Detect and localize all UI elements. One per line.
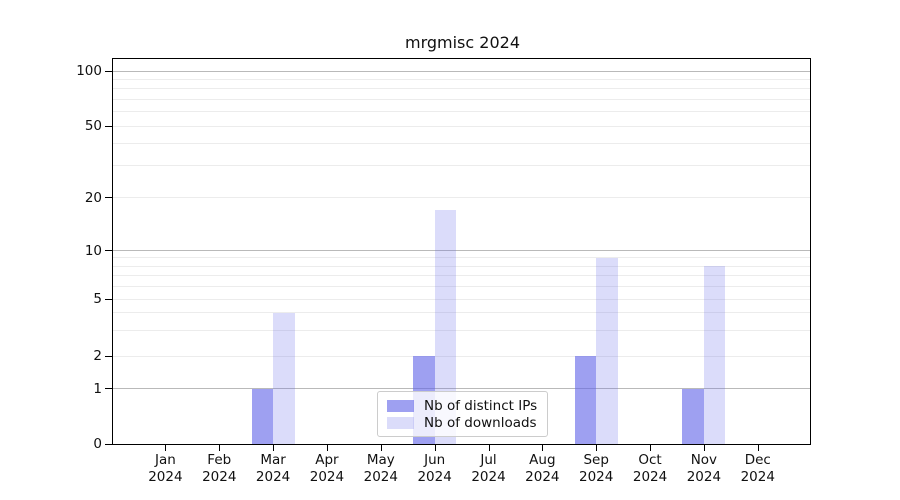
gridline-90 xyxy=(113,78,810,80)
x-tick-label-sep: Sep 2024 xyxy=(579,452,614,485)
gridline-70 xyxy=(113,98,810,100)
x-tick-label-aug: Aug 2024 xyxy=(525,452,560,485)
x-tick-mark-mar xyxy=(273,445,275,451)
legend: Nb of distinct IPs Nb of downloads xyxy=(377,391,548,437)
x-tick-mark-jan xyxy=(165,445,167,451)
y-tick-label-5: 5 xyxy=(93,291,102,307)
chart-title: mrgmisc 2024 xyxy=(404,33,520,52)
bar-nb-of-distinct-ips-mar xyxy=(251,388,274,444)
y-tick-mark-50 xyxy=(105,125,112,127)
bar-nb-of-downloads-jun xyxy=(434,209,457,444)
gridline-7 xyxy=(113,274,810,276)
bar-nb-of-downloads-mar xyxy=(273,312,295,444)
gridline-100 xyxy=(113,70,810,72)
legend-label-nb-of-distinct-ips: Nb of distinct IPs xyxy=(424,398,538,414)
gridline-2 xyxy=(113,355,810,357)
x-tick-mark-aug xyxy=(542,445,544,451)
x-tick-label-oct: Oct 2024 xyxy=(632,452,668,485)
legend-row-nb-of-distinct-ips: Nb of distinct IPs xyxy=(387,398,538,414)
gridline-20 xyxy=(113,197,810,198)
bar-nb-of-downloads-sep xyxy=(596,257,618,444)
y-tick-label-2: 2 xyxy=(93,348,102,364)
y-tick-mark-2 xyxy=(105,355,112,357)
gridline-1 xyxy=(113,388,810,389)
x-tick-mark-jun xyxy=(434,445,436,451)
x-tick-mark-apr xyxy=(326,445,328,451)
x-tick-mark-feb xyxy=(219,445,221,451)
y-tick-label-1: 1 xyxy=(93,380,102,397)
bar-nb-of-downloads-nov xyxy=(703,266,726,444)
gridline-9 xyxy=(113,257,810,259)
x-tick-label-dec: Dec 2024 xyxy=(740,452,775,485)
bar-nb-of-distinct-ips-sep xyxy=(574,356,597,444)
y-tick-label-100: 100 xyxy=(76,63,102,79)
legend-label-nb-of-downloads: Nb of downloads xyxy=(424,415,537,431)
x-tick-label-feb: Feb 2024 xyxy=(202,452,237,485)
y-tick-mark-1 xyxy=(105,388,112,389)
plot-area xyxy=(112,58,811,445)
x-tick-label-jan: Jan 2024 xyxy=(148,452,183,485)
gridline-50 xyxy=(113,125,810,127)
x-tick-label-jul: Jul 2024 xyxy=(471,452,506,485)
y-tick-mark-0 xyxy=(105,443,112,445)
x-tick-label-jun: Jun 2024 xyxy=(417,452,452,485)
y-tick-label-50: 50 xyxy=(84,118,102,134)
gridline-6 xyxy=(113,285,810,287)
gridline-8 xyxy=(113,265,810,267)
x-tick-mark-oct xyxy=(650,445,652,451)
x-tick-mark-may xyxy=(380,445,382,451)
legend-swatch-nb-of-distinct-ips xyxy=(387,400,414,412)
x-tick-label-nov: Nov 2024 xyxy=(686,452,722,485)
gridline-60 xyxy=(113,111,810,113)
gridline-3 xyxy=(113,330,810,332)
x-tick-label-mar: Mar 2024 xyxy=(255,452,291,485)
x-tick-mark-nov xyxy=(703,445,705,451)
y-tick-mark-20 xyxy=(105,197,112,198)
y-tick-label-20: 20 xyxy=(84,189,102,206)
x-tick-label-apr: Apr 2024 xyxy=(309,452,345,485)
y-tick-label-10: 10 xyxy=(84,242,102,259)
legend-swatch-nb-of-downloads xyxy=(387,417,414,429)
x-tick-label-may: May 2024 xyxy=(363,452,398,485)
legend-row-nb-of-downloads: Nb of downloads xyxy=(387,415,538,431)
gridline-10 xyxy=(113,250,810,251)
gridline-80 xyxy=(113,88,810,90)
x-tick-mark-jul xyxy=(488,445,490,451)
gridline-40 xyxy=(113,142,810,144)
y-tick-mark-10 xyxy=(105,250,112,251)
gridline-4 xyxy=(113,312,810,314)
gridline-5 xyxy=(113,298,810,300)
x-tick-mark-sep xyxy=(596,445,598,451)
x-tick-mark-dec xyxy=(757,445,759,451)
y-tick-mark-5 xyxy=(105,298,112,300)
y-tick-label-0: 0 xyxy=(93,436,102,452)
y-tick-mark-100 xyxy=(105,70,112,72)
gridline-30 xyxy=(113,165,810,167)
bar-nb-of-distinct-ips-nov xyxy=(682,388,704,444)
